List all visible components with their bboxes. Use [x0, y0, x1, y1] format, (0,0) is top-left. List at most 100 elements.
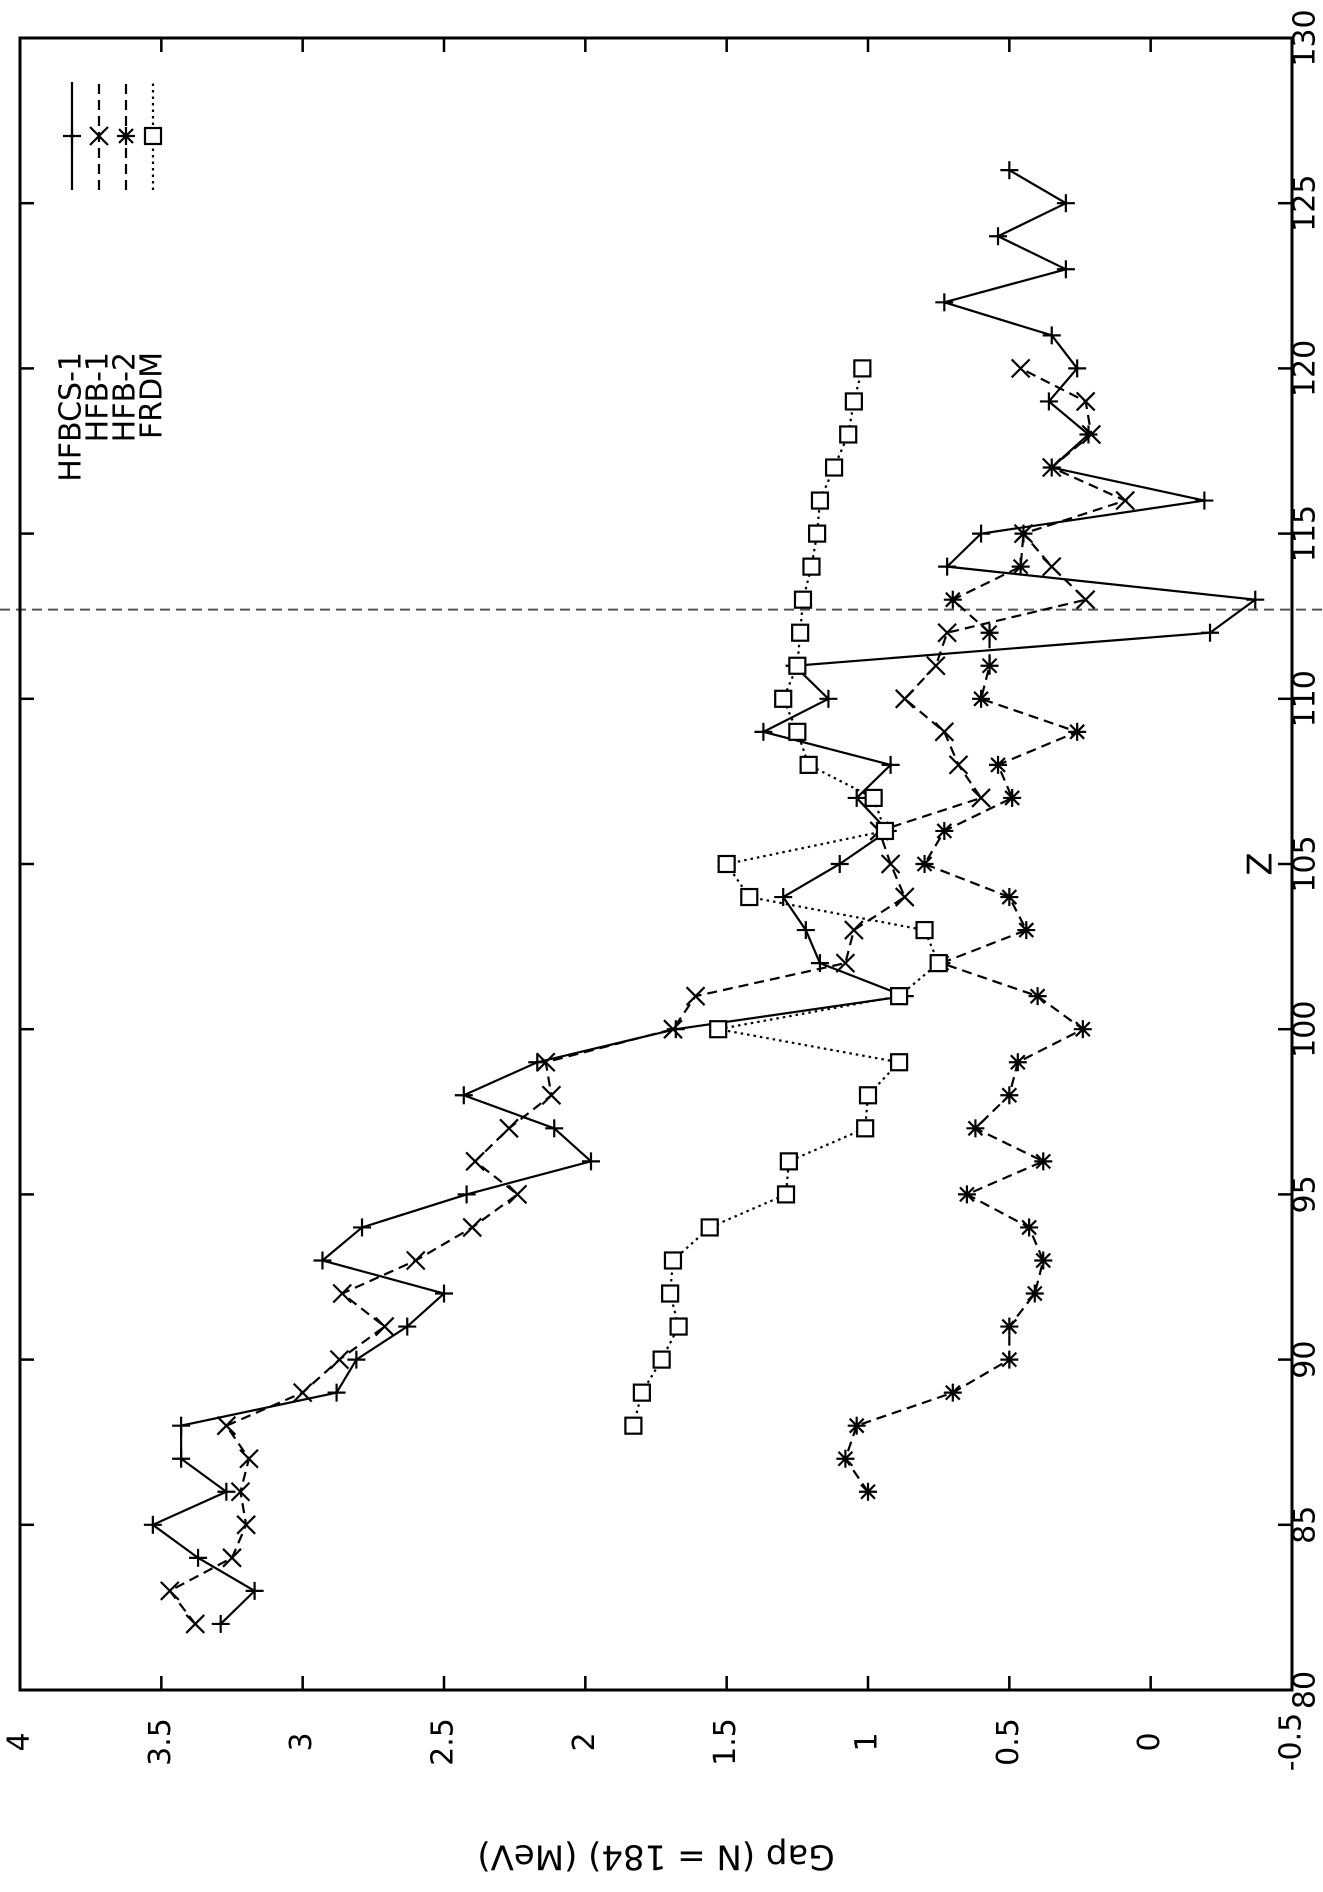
- data-point: [938, 557, 957, 576]
- z-tick-label: 100: [1288, 1001, 1323, 1058]
- series-hfb-1: [160, 358, 1136, 1634]
- data-point: [1017, 921, 1036, 940]
- data-point: [889, 987, 909, 1006]
- gap-tick-label: 3.5: [143, 1718, 178, 1766]
- legend-label: HFBCS-1: [54, 352, 89, 482]
- y-axis-title: Gap (N = 184) (MeV): [477, 1837, 834, 1877]
- data-point: [774, 888, 793, 907]
- series-frdm: [624, 359, 948, 1435]
- data-point: [507, 1184, 528, 1205]
- data-point: [776, 1185, 796, 1204]
- data-point: [669, 1317, 688, 1336]
- data-point: [172, 1416, 191, 1435]
- data-point: [791, 623, 810, 642]
- data-point: [881, 755, 900, 774]
- z-tick-label: 85: [1288, 1506, 1323, 1544]
- data-point: [1042, 326, 1061, 345]
- data-point: [864, 788, 883, 808]
- gap-tick-label: 3: [284, 1732, 319, 1751]
- data-point: [824, 458, 844, 477]
- data-point: [929, 954, 948, 973]
- data-point: [230, 1481, 251, 1502]
- series-line: [844, 533, 1085, 1493]
- data-point: [1041, 556, 1062, 577]
- z-tick-label: 110: [1288, 670, 1323, 727]
- gap-tick-label: -0.5: [1274, 1713, 1309, 1772]
- data-point: [189, 1548, 208, 1567]
- data-point: [980, 623, 999, 642]
- ticks: [18, 36, 1294, 1692]
- data-point: [943, 1383, 962, 1402]
- data-point: [1041, 457, 1062, 478]
- data-point: [935, 821, 954, 840]
- series-hfb-2: [836, 524, 1092, 1501]
- data-point: [313, 1251, 332, 1270]
- series-line: [150, 169, 1259, 1625]
- data-point: [236, 1515, 256, 1535]
- data-point: [685, 986, 706, 1006]
- data-point: [1079, 425, 1098, 444]
- data-point: [1014, 524, 1033, 543]
- data-point: [935, 293, 954, 312]
- data-point: [1000, 888, 1019, 907]
- data-point: [966, 1119, 985, 1138]
- data-point: [859, 1482, 877, 1501]
- data-point: [374, 1316, 395, 1337]
- plot-frame: [18, 36, 1294, 1692]
- data-point: [332, 1283, 353, 1304]
- series-layer: [143, 161, 1265, 1634]
- data-point: [858, 1086, 878, 1105]
- gap-tick-label: 0: [1132, 1732, 1167, 1751]
- gap-tick-label: 4: [2, 1732, 37, 1751]
- data-point: [222, 1548, 242, 1568]
- data-point: [1073, 1020, 1092, 1039]
- data-point: [454, 1086, 473, 1105]
- data-point: [1000, 1086, 1019, 1105]
- data-point: [889, 1053, 909, 1072]
- data-point: [353, 1218, 372, 1237]
- data-point: [1003, 788, 1022, 807]
- data-point: [1068, 722, 1087, 741]
- data-point: [1115, 490, 1136, 511]
- gap-tick-label: 0.5: [991, 1718, 1026, 1766]
- data-point: [1056, 260, 1075, 279]
- data-point: [774, 689, 793, 708]
- data-point: [808, 524, 827, 543]
- legend-marker: [117, 127, 135, 145]
- data-point: [971, 788, 991, 808]
- data-point: [1039, 392, 1058, 411]
- data-point: [957, 1185, 976, 1204]
- data-point: [528, 1053, 547, 1072]
- z-tick-label: 115: [1288, 505, 1323, 562]
- data-point: [1025, 1284, 1044, 1303]
- data-point: [1081, 424, 1102, 445]
- data-point: [972, 689, 991, 708]
- data-point: [499, 1118, 519, 1139]
- gap-tick-label: 2: [567, 1732, 602, 1751]
- z-tick-label: 90: [1288, 1341, 1323, 1379]
- data-point: [465, 1151, 485, 1172]
- data-point: [894, 887, 915, 907]
- data-point: [709, 1020, 728, 1039]
- data-point: [819, 689, 838, 708]
- data-point: [856, 1119, 875, 1138]
- z-tick-label: 95: [1288, 1175, 1323, 1213]
- data-point: [185, 1614, 206, 1634]
- data-point: [211, 1614, 230, 1633]
- data-point: [880, 854, 901, 874]
- labels: 80 85 90 95 100 105 110 115 120 125 130 -0.5 0 0.5 1 1.…: [2, 9, 1323, 1876]
- data-point: [788, 722, 807, 741]
- data-point: [943, 590, 962, 609]
- data-point: [216, 1415, 237, 1436]
- data-point: [1246, 590, 1265, 609]
- data-point: [663, 1251, 683, 1270]
- data-point: [541, 1085, 562, 1106]
- data-point: [1011, 557, 1030, 576]
- data-point: [989, 755, 1008, 774]
- data-point: [1201, 623, 1220, 642]
- data-point: [292, 1382, 313, 1403]
- data-point: [810, 491, 830, 510]
- data-point: [796, 921, 815, 940]
- data-point: [1195, 491, 1214, 510]
- legend-label: FRDM: [135, 352, 170, 439]
